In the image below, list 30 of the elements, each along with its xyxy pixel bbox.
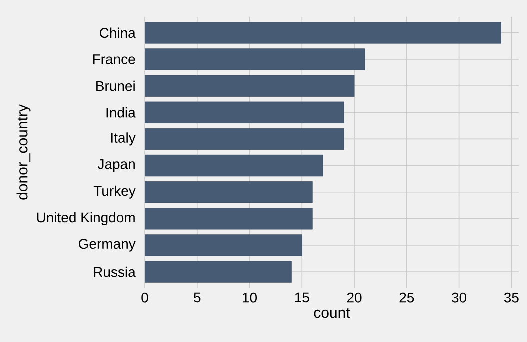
bar <box>145 154 324 177</box>
bar <box>145 208 313 230</box>
x-tick-label: 25 <box>400 292 414 303</box>
y-tick-label: France <box>93 54 136 64</box>
y-tick-label: United Kingdom <box>37 212 135 226</box>
x-tick-label: 15 <box>295 292 310 303</box>
y-tick-label: China <box>100 28 136 38</box>
x-tick-label: 5 <box>194 292 201 303</box>
x-tick-label: 20 <box>347 292 362 303</box>
x-tick-label: 35 <box>504 292 519 303</box>
x-tick-label: 30 <box>452 292 467 303</box>
y-axis-title: donor_country <box>16 104 31 200</box>
bar <box>145 128 344 150</box>
y-tick-label: Germany <box>79 239 136 252</box>
bar <box>145 22 502 44</box>
bar <box>145 102 344 124</box>
bar <box>145 234 302 256</box>
y-tick-label: Russia <box>94 266 136 278</box>
bar <box>145 261 292 283</box>
y-tick-label: Brunei <box>96 80 135 92</box>
bar <box>145 48 366 70</box>
x-tick-label: 0 <box>142 292 148 303</box>
x-tick-label: 10 <box>243 292 258 303</box>
y-tick-label: Italy <box>111 132 136 146</box>
bar <box>145 182 313 204</box>
x-axis-title: count <box>314 308 350 318</box>
y-tick-label: India <box>106 108 136 118</box>
y-tick-label: Turkey <box>94 186 136 199</box>
y-tick-label: Japan <box>98 160 135 172</box>
bar <box>145 75 355 97</box>
